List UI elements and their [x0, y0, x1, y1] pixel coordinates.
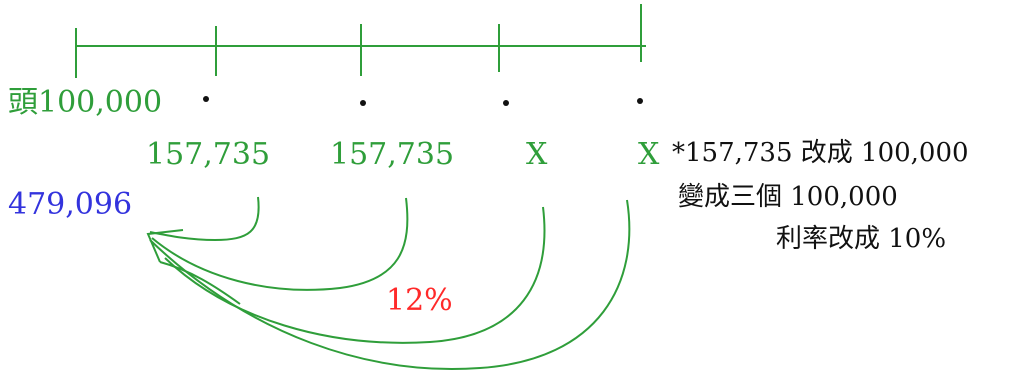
- note-line-1: *157,735 改成 100,000: [672, 138, 969, 168]
- interest-rate-label: 12%: [386, 283, 453, 318]
- cash-flow-2: 157,735: [330, 137, 455, 172]
- period-dot-2: [360, 100, 366, 106]
- arrowhead: [146, 229, 184, 263]
- period-dot-1: [203, 96, 209, 102]
- discount-arc-4: [149, 199, 631, 370]
- cash-flow-1: 157,735: [146, 137, 271, 172]
- period-dot-4: [637, 98, 643, 104]
- discount-arc-1: [149, 196, 260, 242]
- discount-arc-3: [164, 206, 546, 344]
- note-line-3: 利率改成 10%: [776, 224, 947, 254]
- arrow-link: [159, 261, 241, 305]
- discount-arc-2: [151, 197, 409, 291]
- head-label: 頭100,000: [8, 85, 163, 120]
- present-value: 479,096: [8, 187, 133, 222]
- period-dot-3: [503, 100, 509, 106]
- cash-flow-4: X: [638, 137, 660, 172]
- note-line-2: 變成三個 100,000: [678, 182, 898, 212]
- cash-flow-3: X: [526, 137, 548, 172]
